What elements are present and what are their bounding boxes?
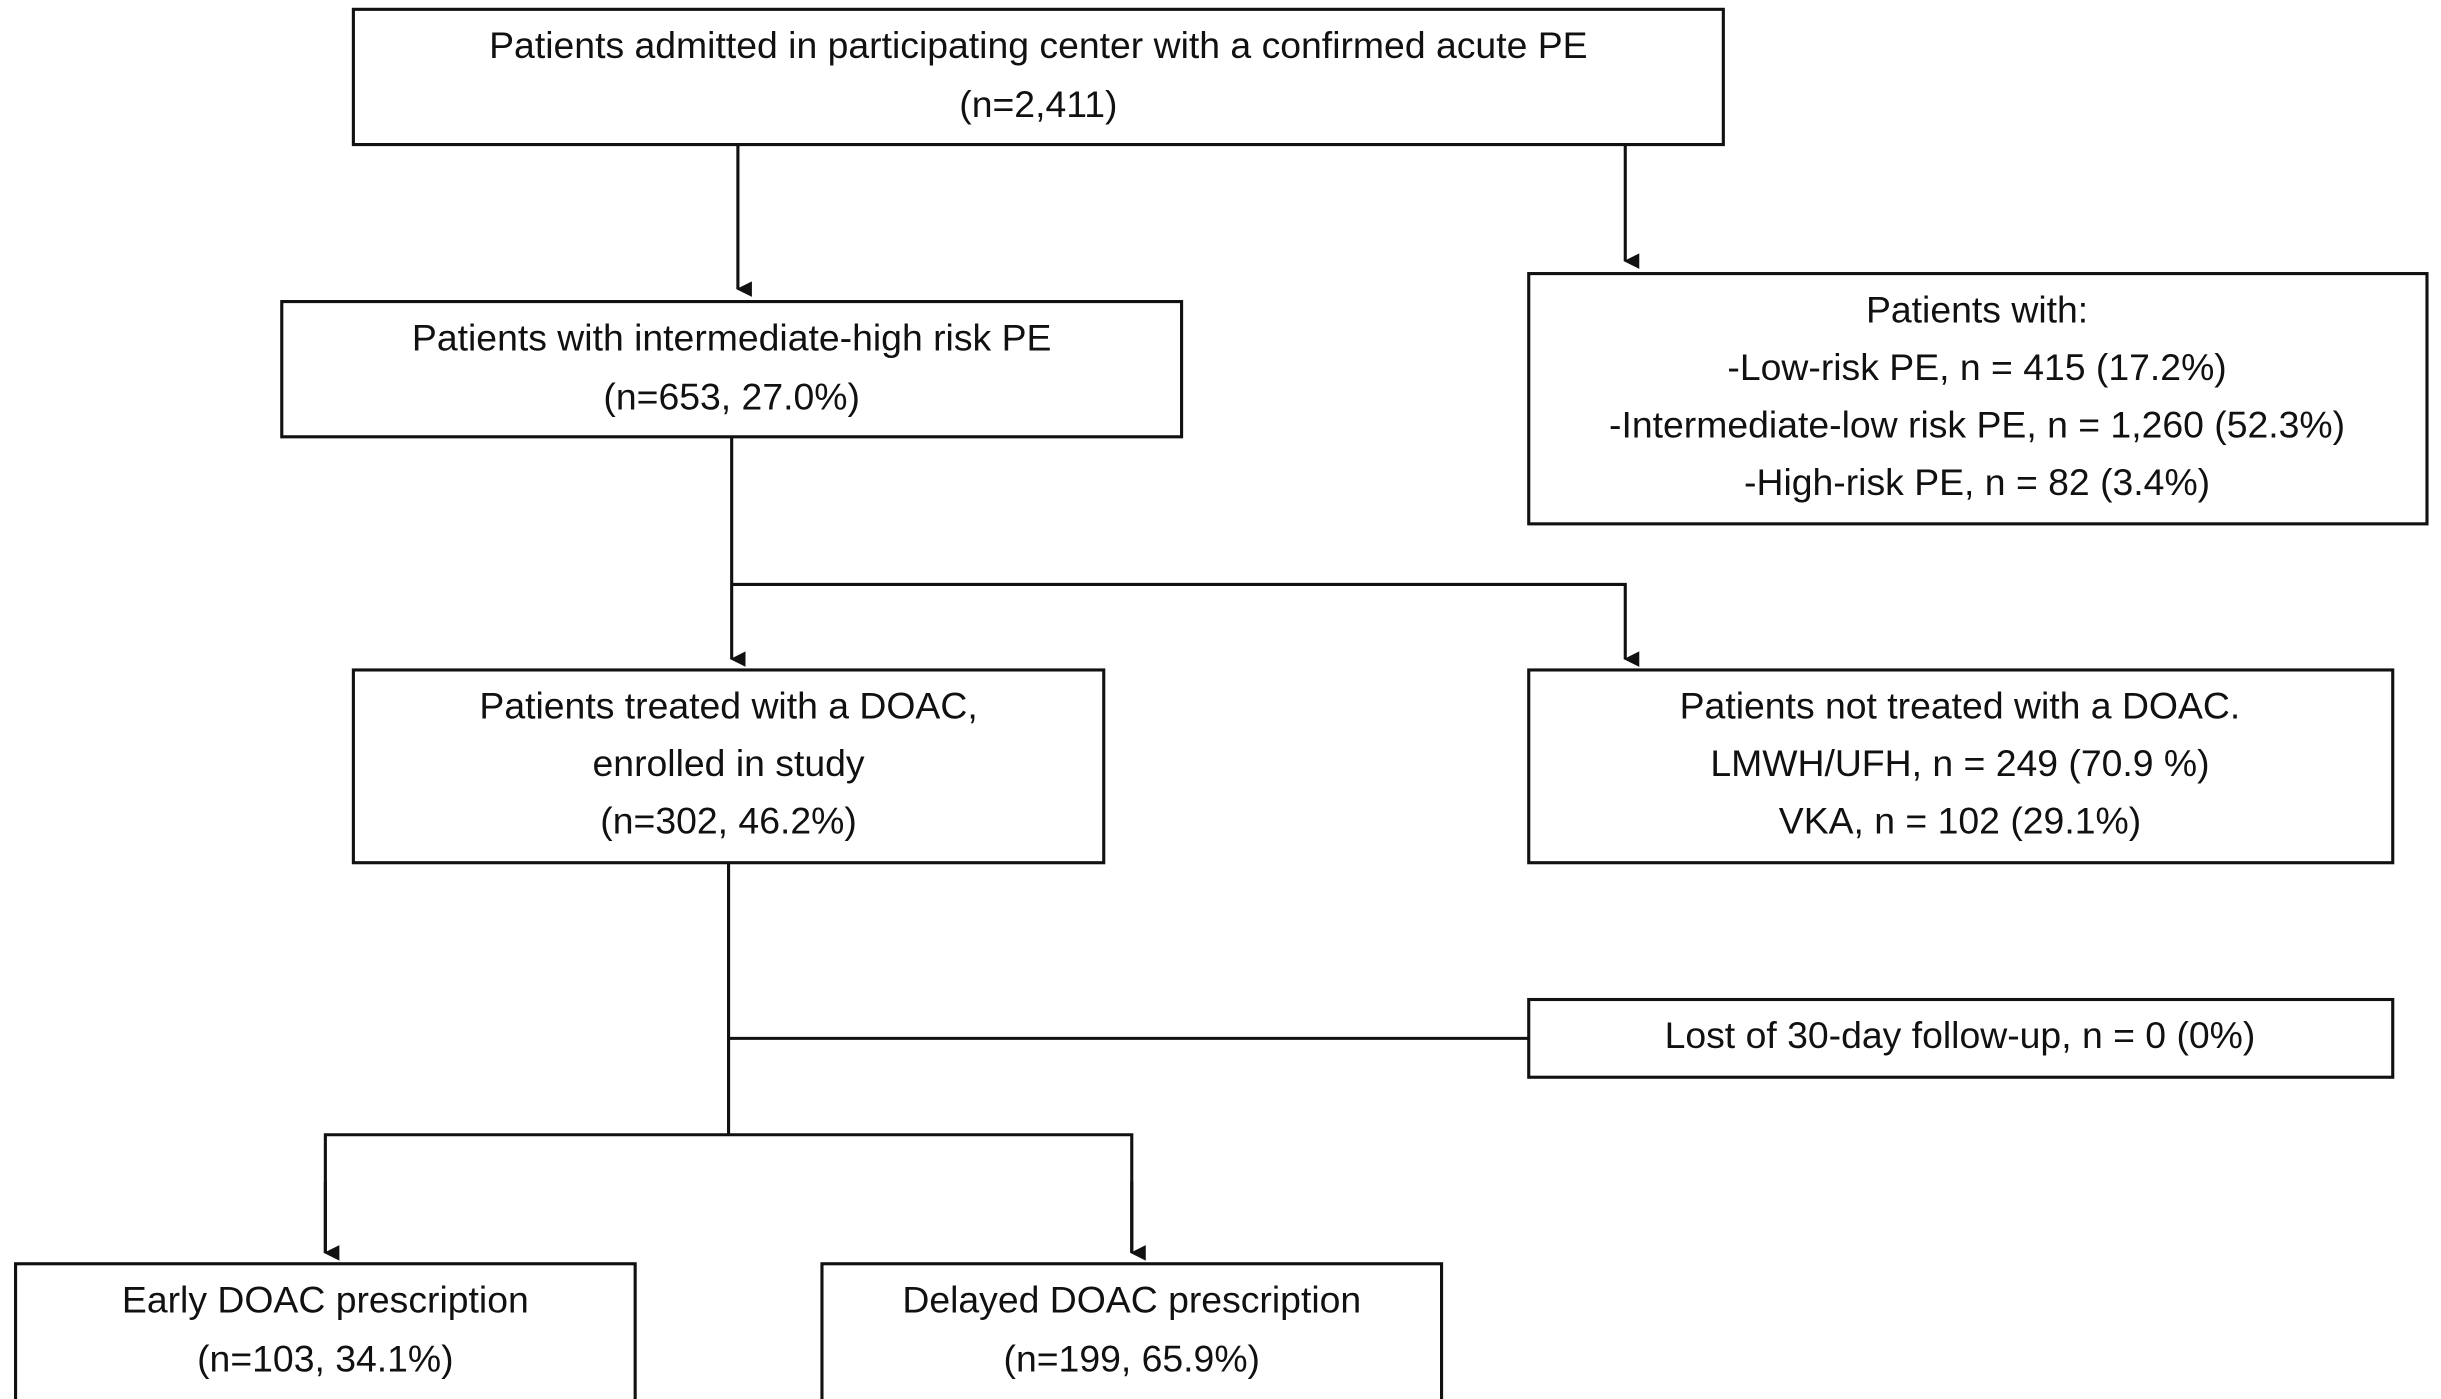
node-text: Delayed DOAC prescription	[902, 1279, 1361, 1321]
node-text: Patients with:	[1866, 288, 2088, 330]
arrow	[731, 582, 1640, 667]
node-text: (n=103, 34.1%)	[197, 1338, 453, 1380]
node-text: enrolled in study	[593, 742, 865, 784]
node-text: Patients admitted in participating cente…	[489, 24, 1587, 66]
box	[1527, 997, 2395, 1079]
node: Early DOAC prescription (n=103, 34.1%)	[14, 1262, 637, 1399]
node: Delayed DOAC prescription (n=199, 65.9%)	[820, 1262, 1444, 1399]
node: Lost of 30-day follow-up, n = 0 (0%)	[1527, 997, 2395, 1079]
box	[1527, 668, 2395, 865]
node: Patients not treated with a DOAC. LMWH/U…	[1527, 668, 2395, 865]
node-text: Patients with intermediate-high risk PE	[412, 316, 1051, 358]
connectors	[323, 144, 1640, 1261]
node-text: VKA, n = 102 (29.1%)	[1779, 800, 2141, 842]
connector-line	[323, 1133, 1134, 1253]
node: Patients with: -Low-risk PE, n = 415 (17…	[1527, 272, 2429, 526]
box	[280, 300, 1184, 439]
node-text: Early DOAC prescription	[122, 1279, 529, 1321]
node-text: (n=199, 65.9%)	[1004, 1338, 1260, 1380]
node-text: (n=302, 46.2%)	[600, 800, 856, 842]
box	[351, 668, 1106, 865]
box	[14, 1262, 637, 1399]
box	[820, 1262, 1444, 1399]
node: Patients treated with a DOAC, enrolled i…	[351, 668, 1106, 865]
node-text: Lost of 30-day follow-up, n = 0 (0%)	[1665, 1014, 2256, 1056]
node-text: (n=2,411)	[959, 83, 1117, 125]
node-text: -High-risk PE, n = 82 (3.4%)	[1744, 461, 2210, 503]
node-text: (n=653, 27.0%)	[603, 375, 859, 417]
node: Patients admitted in participating cente…	[351, 7, 1725, 147]
node-text: Patients not treated with a DOAC.	[1680, 685, 2241, 727]
node: Patients with intermediate-high risk PE …	[280, 300, 1184, 439]
node-text: -Low-risk PE, n = 415 (17.2%)	[1727, 346, 2226, 388]
node-text: Patients treated with a DOAC,	[479, 685, 977, 727]
box	[351, 7, 1725, 147]
box	[1527, 272, 2429, 526]
node-text: LMWH/UFH, n = 249 (70.9 %)	[1710, 742, 2209, 784]
node-text: -Intermediate-low risk PE, n = 1,260 (52…	[1609, 403, 2345, 445]
